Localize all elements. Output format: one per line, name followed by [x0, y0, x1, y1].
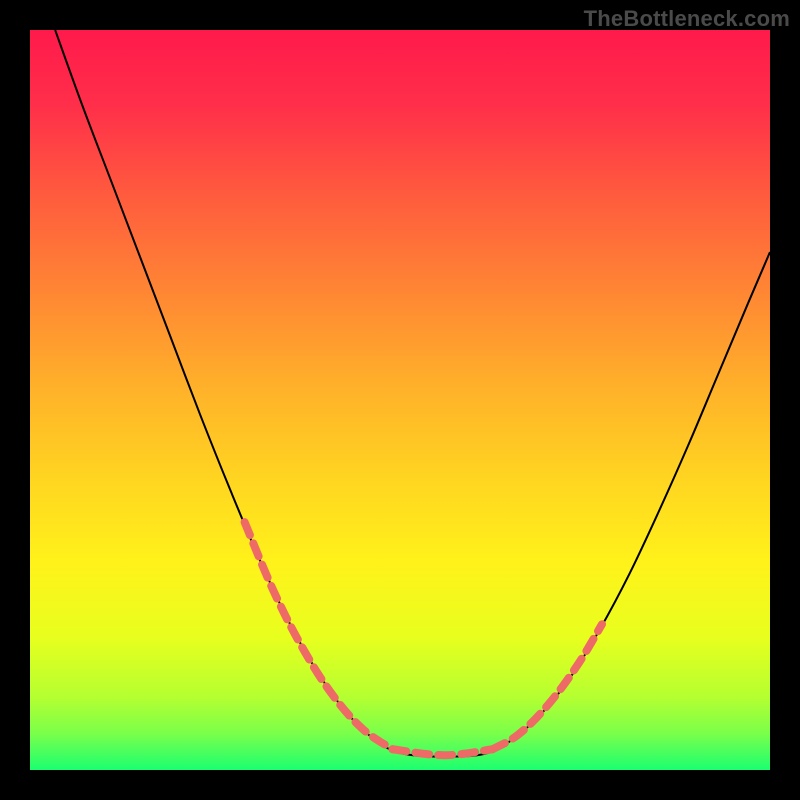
- bottleneck-curve: [55, 30, 770, 757]
- chart-frame: TheBottleneck.com: [0, 0, 800, 800]
- plot-area: [30, 30, 770, 770]
- dash-overlay-right: [493, 624, 603, 749]
- dash-overlay-floor: [393, 749, 493, 755]
- curve-layer: [30, 30, 770, 770]
- dash-overlay-left: [245, 522, 393, 749]
- watermark-text: TheBottleneck.com: [584, 6, 790, 32]
